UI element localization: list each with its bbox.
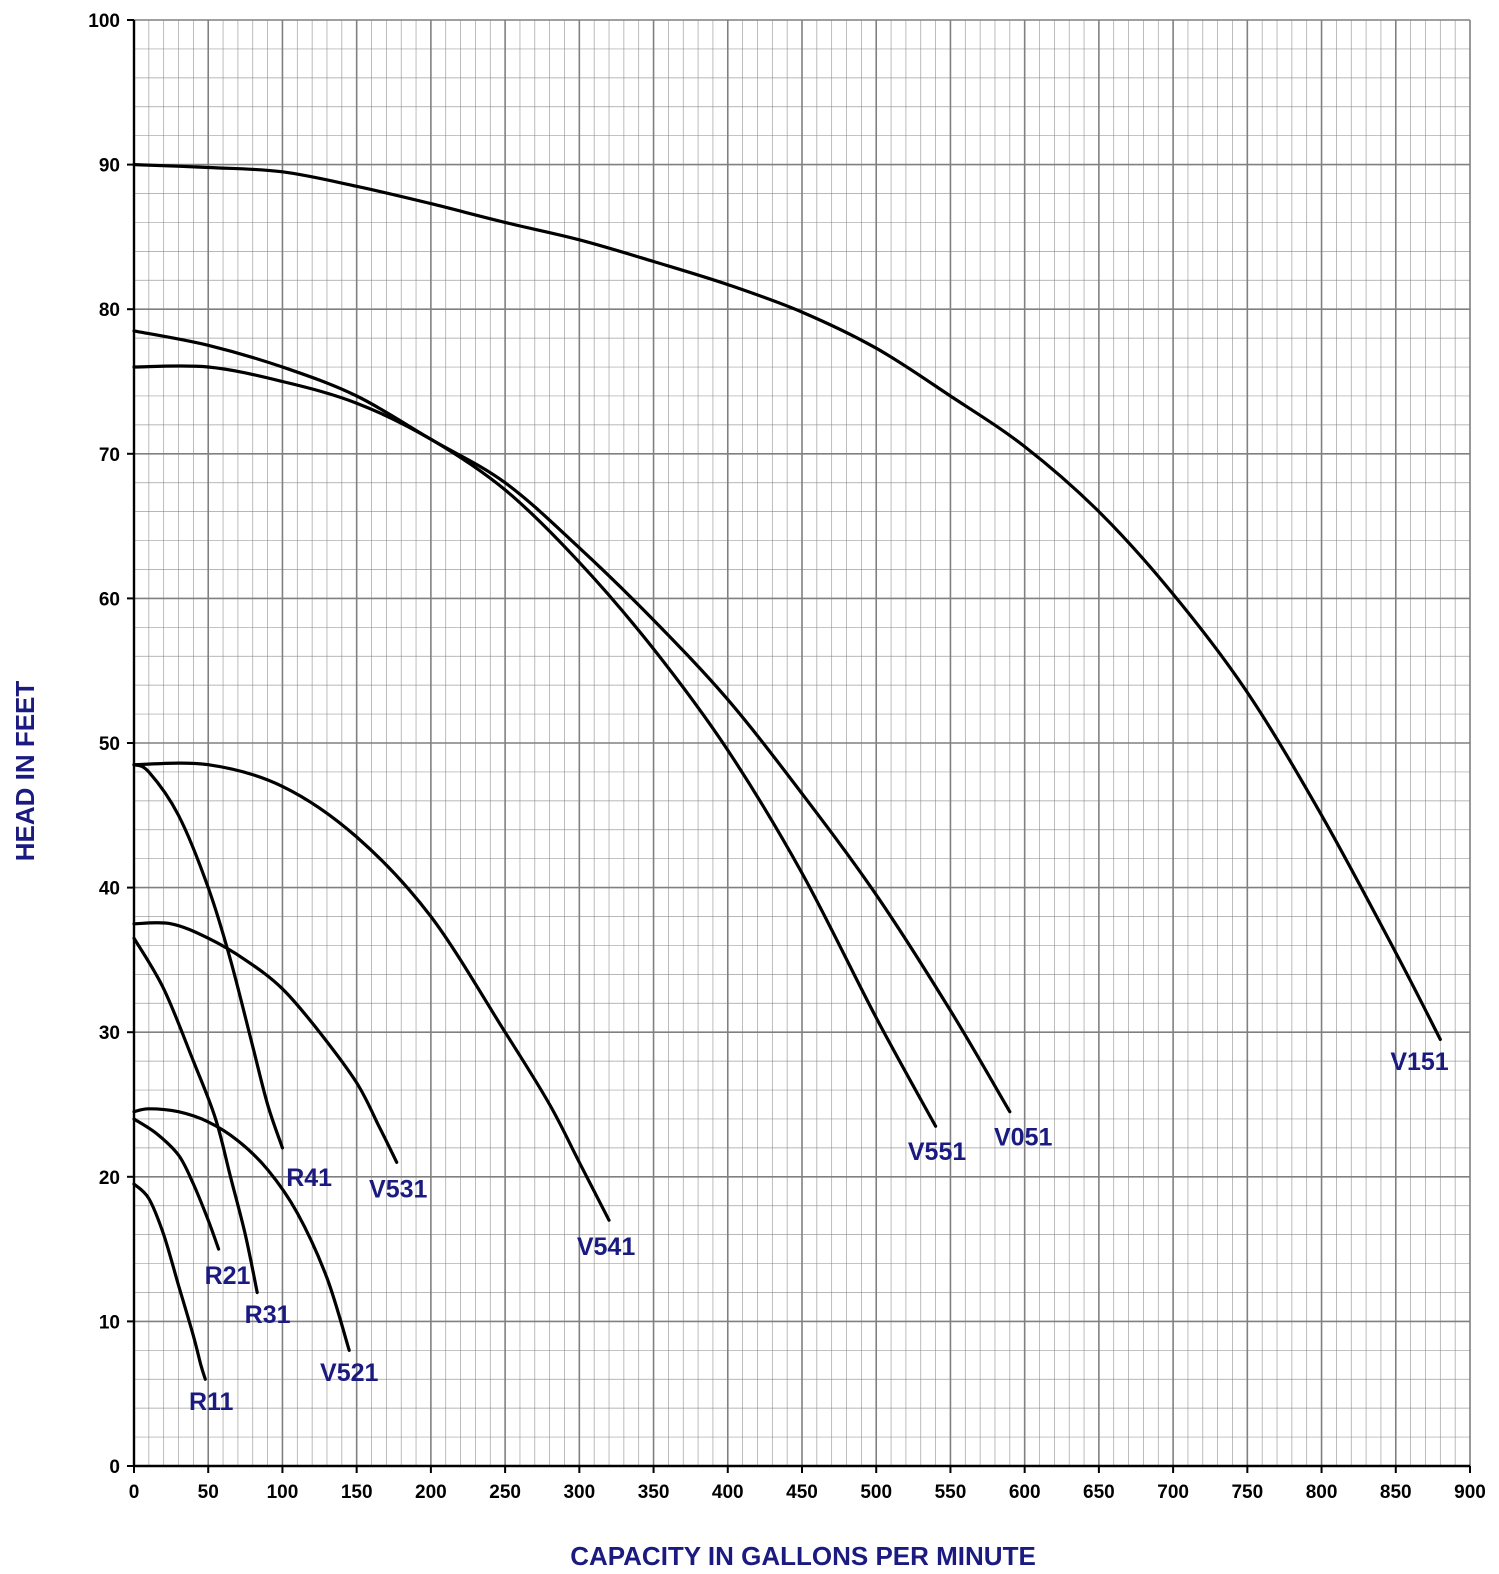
series-label-v541: V541: [577, 1233, 635, 1261]
series-label-r21: R21: [205, 1262, 251, 1290]
x-tick-label: 450: [786, 1482, 818, 1503]
series-line-r11: [132, 1182, 207, 1381]
series-line-v051: [132, 329, 1012, 1114]
chart-series: [132, 163, 1442, 1381]
tick-labels: 0 50 100 150 200 250 300 350 400 450 500 550 600 650 7…: [88, 11, 1486, 1503]
y-tick-label: 100: [88, 11, 120, 32]
series-label-v551: V551: [908, 1138, 966, 1166]
y-tick-label: 70: [99, 445, 120, 466]
y-tick-label: 20: [99, 1168, 120, 1189]
series-label-r11: R11: [189, 1388, 234, 1416]
y-tick-label: 80: [99, 300, 120, 321]
series-line-v531: [132, 921, 399, 1164]
series-label-v521: V521: [320, 1359, 378, 1387]
x-tick-label: 600: [1009, 1482, 1041, 1503]
series-label-v151: V151: [1390, 1048, 1448, 1076]
series-labels: R11 R21 R31 R41 V521 V531 V541 V551 V051 V151: [189, 1048, 1449, 1416]
x-tick-label: 800: [1306, 1482, 1338, 1503]
x-tick-label: 0: [129, 1482, 140, 1503]
chart-axes: [127, 19, 1471, 1473]
y-tick-label: 30: [99, 1023, 120, 1044]
x-axis-title: CAPACITY IN GALLONS PER MINUTE: [570, 1541, 1036, 1571]
y-tick-label: 0: [109, 1457, 120, 1478]
x-tick-label: 100: [267, 1482, 299, 1503]
x-tick-label: 700: [1157, 1482, 1189, 1503]
x-tick-label: 250: [489, 1482, 521, 1503]
series-line-r31: [132, 936, 259, 1295]
x-tick-label: 650: [1083, 1482, 1115, 1503]
series-line-v151: [132, 163, 1442, 1041]
x-tick-label: 750: [1231, 1482, 1263, 1503]
y-tick-label: 60: [99, 589, 120, 610]
series-label-r31: R31: [245, 1301, 291, 1329]
y-tick-label: 50: [99, 734, 120, 755]
y-tick-label: 90: [99, 156, 120, 177]
x-tick-label: 500: [860, 1482, 892, 1503]
chart-grid: [133, 19, 1471, 1467]
x-tick-label: 200: [415, 1482, 447, 1503]
x-tick-label: 400: [712, 1482, 744, 1503]
y-axis-title: HEAD IN FEET: [10, 681, 40, 862]
x-tick-label: 850: [1380, 1482, 1412, 1503]
x-tick-label: 550: [935, 1482, 967, 1503]
x-tick-label: 300: [563, 1482, 595, 1503]
series-line-r21: [132, 1117, 221, 1251]
series-line-r41: [132, 763, 284, 1150]
series-label-r41: R41: [286, 1164, 332, 1192]
series-label-v531: V531: [369, 1175, 427, 1203]
x-tick-label: 50: [198, 1482, 219, 1503]
series-line-v551: [132, 364, 938, 1128]
series-line-v541: [132, 761, 611, 1222]
x-tick-label: 900: [1454, 1482, 1486, 1503]
x-tick-label: 150: [341, 1482, 373, 1503]
x-tick-label: 350: [638, 1482, 670, 1503]
series-line-v521: [132, 1107, 351, 1352]
y-tick-label: 10: [99, 1312, 120, 1333]
y-tick-label: 40: [99, 879, 120, 900]
series-label-v051: V051: [994, 1123, 1052, 1151]
